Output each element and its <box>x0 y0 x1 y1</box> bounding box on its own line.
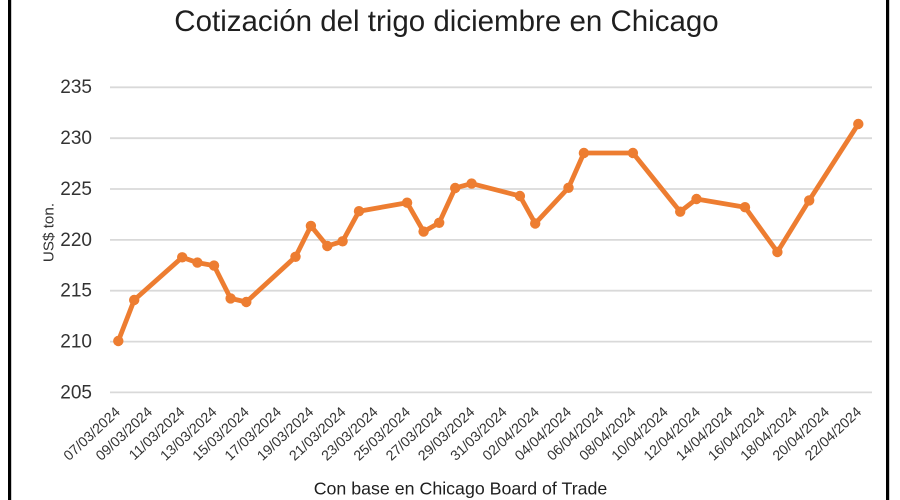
svg-text:225: 225 <box>60 179 92 200</box>
svg-text:235: 235 <box>60 77 92 98</box>
svg-text:220: 220 <box>60 230 92 251</box>
svg-text:230: 230 <box>60 128 92 149</box>
svg-text:210: 210 <box>60 331 92 352</box>
svg-text:Cotización del trigo diciembre: Cotización del trigo diciembre en Chicag… <box>174 5 718 38</box>
svg-text:205: 205 <box>60 382 92 403</box>
svg-text:Con base en Chicago Board of T: Con base en Chicago Board of Trade <box>314 479 608 499</box>
svg-text:215: 215 <box>60 281 92 302</box>
svg-text:US$ ton.: US$ ton. <box>41 203 58 262</box>
